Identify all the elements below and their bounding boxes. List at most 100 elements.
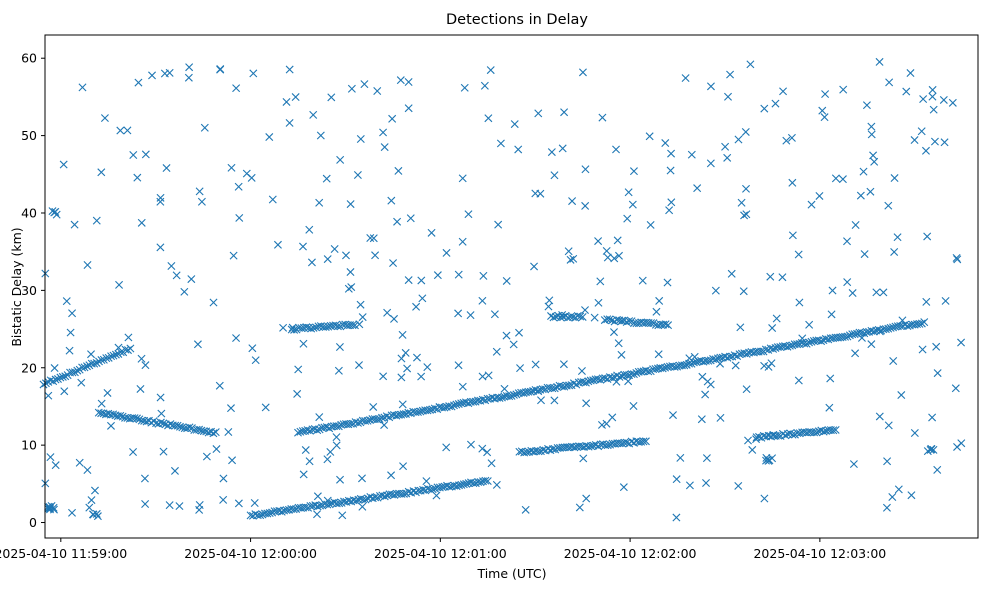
detection-marker bbox=[601, 374, 610, 383]
detection-marker bbox=[454, 270, 463, 279]
detection-marker bbox=[137, 218, 146, 227]
detection-marker bbox=[173, 421, 182, 430]
detection-marker bbox=[92, 216, 101, 225]
detection-marker bbox=[296, 427, 305, 436]
detection-marker bbox=[875, 412, 884, 421]
detection-marker bbox=[378, 413, 386, 422]
detection-marker bbox=[568, 197, 577, 206]
detection-marker bbox=[39, 380, 48, 389]
detection-marker bbox=[749, 348, 758, 357]
detection-marker bbox=[458, 174, 467, 183]
detection-marker bbox=[418, 294, 427, 303]
detection-marker bbox=[50, 364, 59, 373]
detection-marker bbox=[87, 350, 96, 359]
detection-marker bbox=[930, 137, 939, 146]
detection-marker bbox=[619, 483, 628, 492]
detection-marker bbox=[617, 372, 626, 381]
detection-marker bbox=[61, 372, 70, 381]
detection-marker bbox=[617, 316, 626, 325]
detection-marker bbox=[109, 410, 118, 419]
detection-marker bbox=[565, 381, 574, 390]
detection-marker bbox=[927, 444, 936, 453]
detection-marker bbox=[850, 330, 859, 339]
detection-marker bbox=[706, 82, 715, 91]
detection-marker bbox=[613, 236, 622, 245]
detection-marker bbox=[478, 444, 487, 453]
detection-marker bbox=[941, 296, 950, 305]
detection-marker bbox=[902, 87, 911, 96]
detection-marker bbox=[502, 276, 511, 285]
detection-marker bbox=[129, 150, 138, 159]
detection-marker bbox=[596, 375, 605, 384]
detection-marker bbox=[693, 184, 702, 193]
detection-marker bbox=[449, 401, 458, 410]
detection-marker bbox=[226, 404, 235, 413]
detection-marker bbox=[490, 310, 499, 319]
detection-marker bbox=[550, 396, 559, 405]
detection-marker bbox=[910, 136, 919, 145]
detection-marker bbox=[165, 68, 174, 77]
detection-marker bbox=[952, 253, 961, 262]
detection-marker bbox=[316, 322, 325, 331]
detection-marker bbox=[515, 328, 523, 337]
detection-marker bbox=[736, 323, 745, 332]
detection-marker bbox=[820, 113, 829, 122]
detection-marker bbox=[545, 296, 554, 305]
detection-marker bbox=[645, 132, 654, 141]
detection-marker bbox=[333, 322, 342, 331]
detection-marker bbox=[346, 200, 355, 209]
detection-marker bbox=[776, 343, 785, 352]
detection-marker bbox=[665, 206, 674, 215]
detection-marker bbox=[760, 494, 769, 503]
detection-marker bbox=[413, 408, 422, 417]
detection-marker bbox=[687, 359, 696, 368]
detection-marker bbox=[769, 344, 778, 353]
detection-marker bbox=[279, 323, 288, 332]
detection-marker bbox=[481, 396, 490, 405]
detection-marker bbox=[548, 445, 557, 454]
y-tick-label: 40 bbox=[21, 205, 37, 220]
detection-marker bbox=[126, 344, 135, 353]
detection-marker bbox=[219, 495, 228, 504]
detection-marker bbox=[401, 348, 410, 357]
detection-marker bbox=[232, 84, 241, 93]
detection-marker bbox=[68, 368, 77, 377]
chart-title: Detections in Delay bbox=[446, 12, 588, 28]
detection-marker bbox=[629, 370, 638, 379]
detection-marker bbox=[951, 384, 960, 393]
detection-marker bbox=[335, 499, 344, 508]
detection-marker bbox=[462, 479, 471, 488]
detection-marker bbox=[761, 345, 770, 354]
detection-marker bbox=[118, 412, 127, 421]
detection-marker bbox=[646, 220, 655, 229]
detection-marker bbox=[399, 489, 408, 498]
detection-marker bbox=[265, 133, 274, 142]
detection-marker bbox=[366, 234, 375, 242]
detection-marker bbox=[325, 500, 334, 509]
detection-marker bbox=[102, 354, 111, 363]
detection-marker bbox=[301, 503, 310, 512]
detection-marker bbox=[807, 337, 816, 346]
detection-marker bbox=[526, 387, 535, 396]
detection-marker bbox=[476, 478, 485, 487]
detection-marker bbox=[851, 221, 860, 230]
detection-marker bbox=[363, 416, 372, 425]
detection-marker bbox=[321, 323, 330, 332]
detection-marker bbox=[90, 486, 99, 495]
detection-marker bbox=[298, 427, 307, 436]
detection-marker bbox=[97, 399, 106, 408]
detection-marker bbox=[404, 408, 413, 417]
detection-marker bbox=[893, 233, 902, 242]
detection-marker bbox=[881, 325, 890, 334]
detection-marker bbox=[464, 210, 473, 219]
detection-marker bbox=[483, 448, 492, 457]
detection-marker bbox=[89, 510, 98, 519]
detection-marker bbox=[530, 262, 539, 271]
detection-marker bbox=[261, 403, 270, 412]
detection-marker bbox=[581, 378, 590, 387]
scatter-markers bbox=[39, 57, 966, 522]
detection-marker bbox=[469, 479, 478, 488]
detection-marker bbox=[123, 346, 132, 355]
detection-marker bbox=[347, 283, 356, 292]
detection-marker bbox=[602, 419, 611, 428]
